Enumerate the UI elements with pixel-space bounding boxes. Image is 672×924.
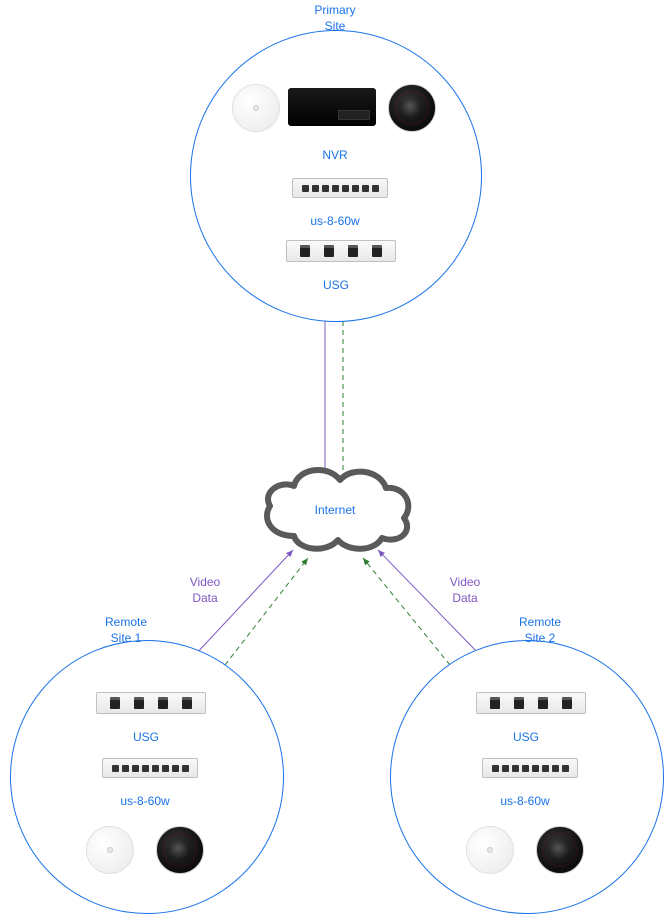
switch-remote1 [102,758,198,778]
remote2-title: Remote Site 2 [510,615,570,646]
edge-label-right: Video Data [440,575,490,606]
nvr-label: NVR [310,148,360,164]
remote1-switch-label: us-8-60w [110,794,180,810]
camera-remote2 [536,826,584,874]
ap-remote1 [86,826,134,874]
switch-primary [292,178,388,198]
remote1-title: Remote Site 1 [96,615,156,646]
ap-device-primary [232,84,280,132]
nvr-device [288,88,376,126]
remote2-switch-label: us-8-60w [490,794,560,810]
usg-remote2 [476,692,586,714]
remote2-usg-label: USG [506,730,546,746]
primary-switch-label: us-8-60w [300,214,370,230]
switch-remote2 [482,758,578,778]
internet-label: Internet [310,503,360,519]
usg-remote1 [96,692,206,714]
primary-usg-label: USG [316,278,356,294]
camera-primary [388,84,436,132]
edge-label-left: Video Data [180,575,230,606]
usg-primary [286,240,396,262]
primary-site-title: Primary Site [305,3,365,34]
ap-remote2 [466,826,514,874]
camera-remote1 [156,826,204,874]
remote1-usg-label: USG [126,730,166,746]
